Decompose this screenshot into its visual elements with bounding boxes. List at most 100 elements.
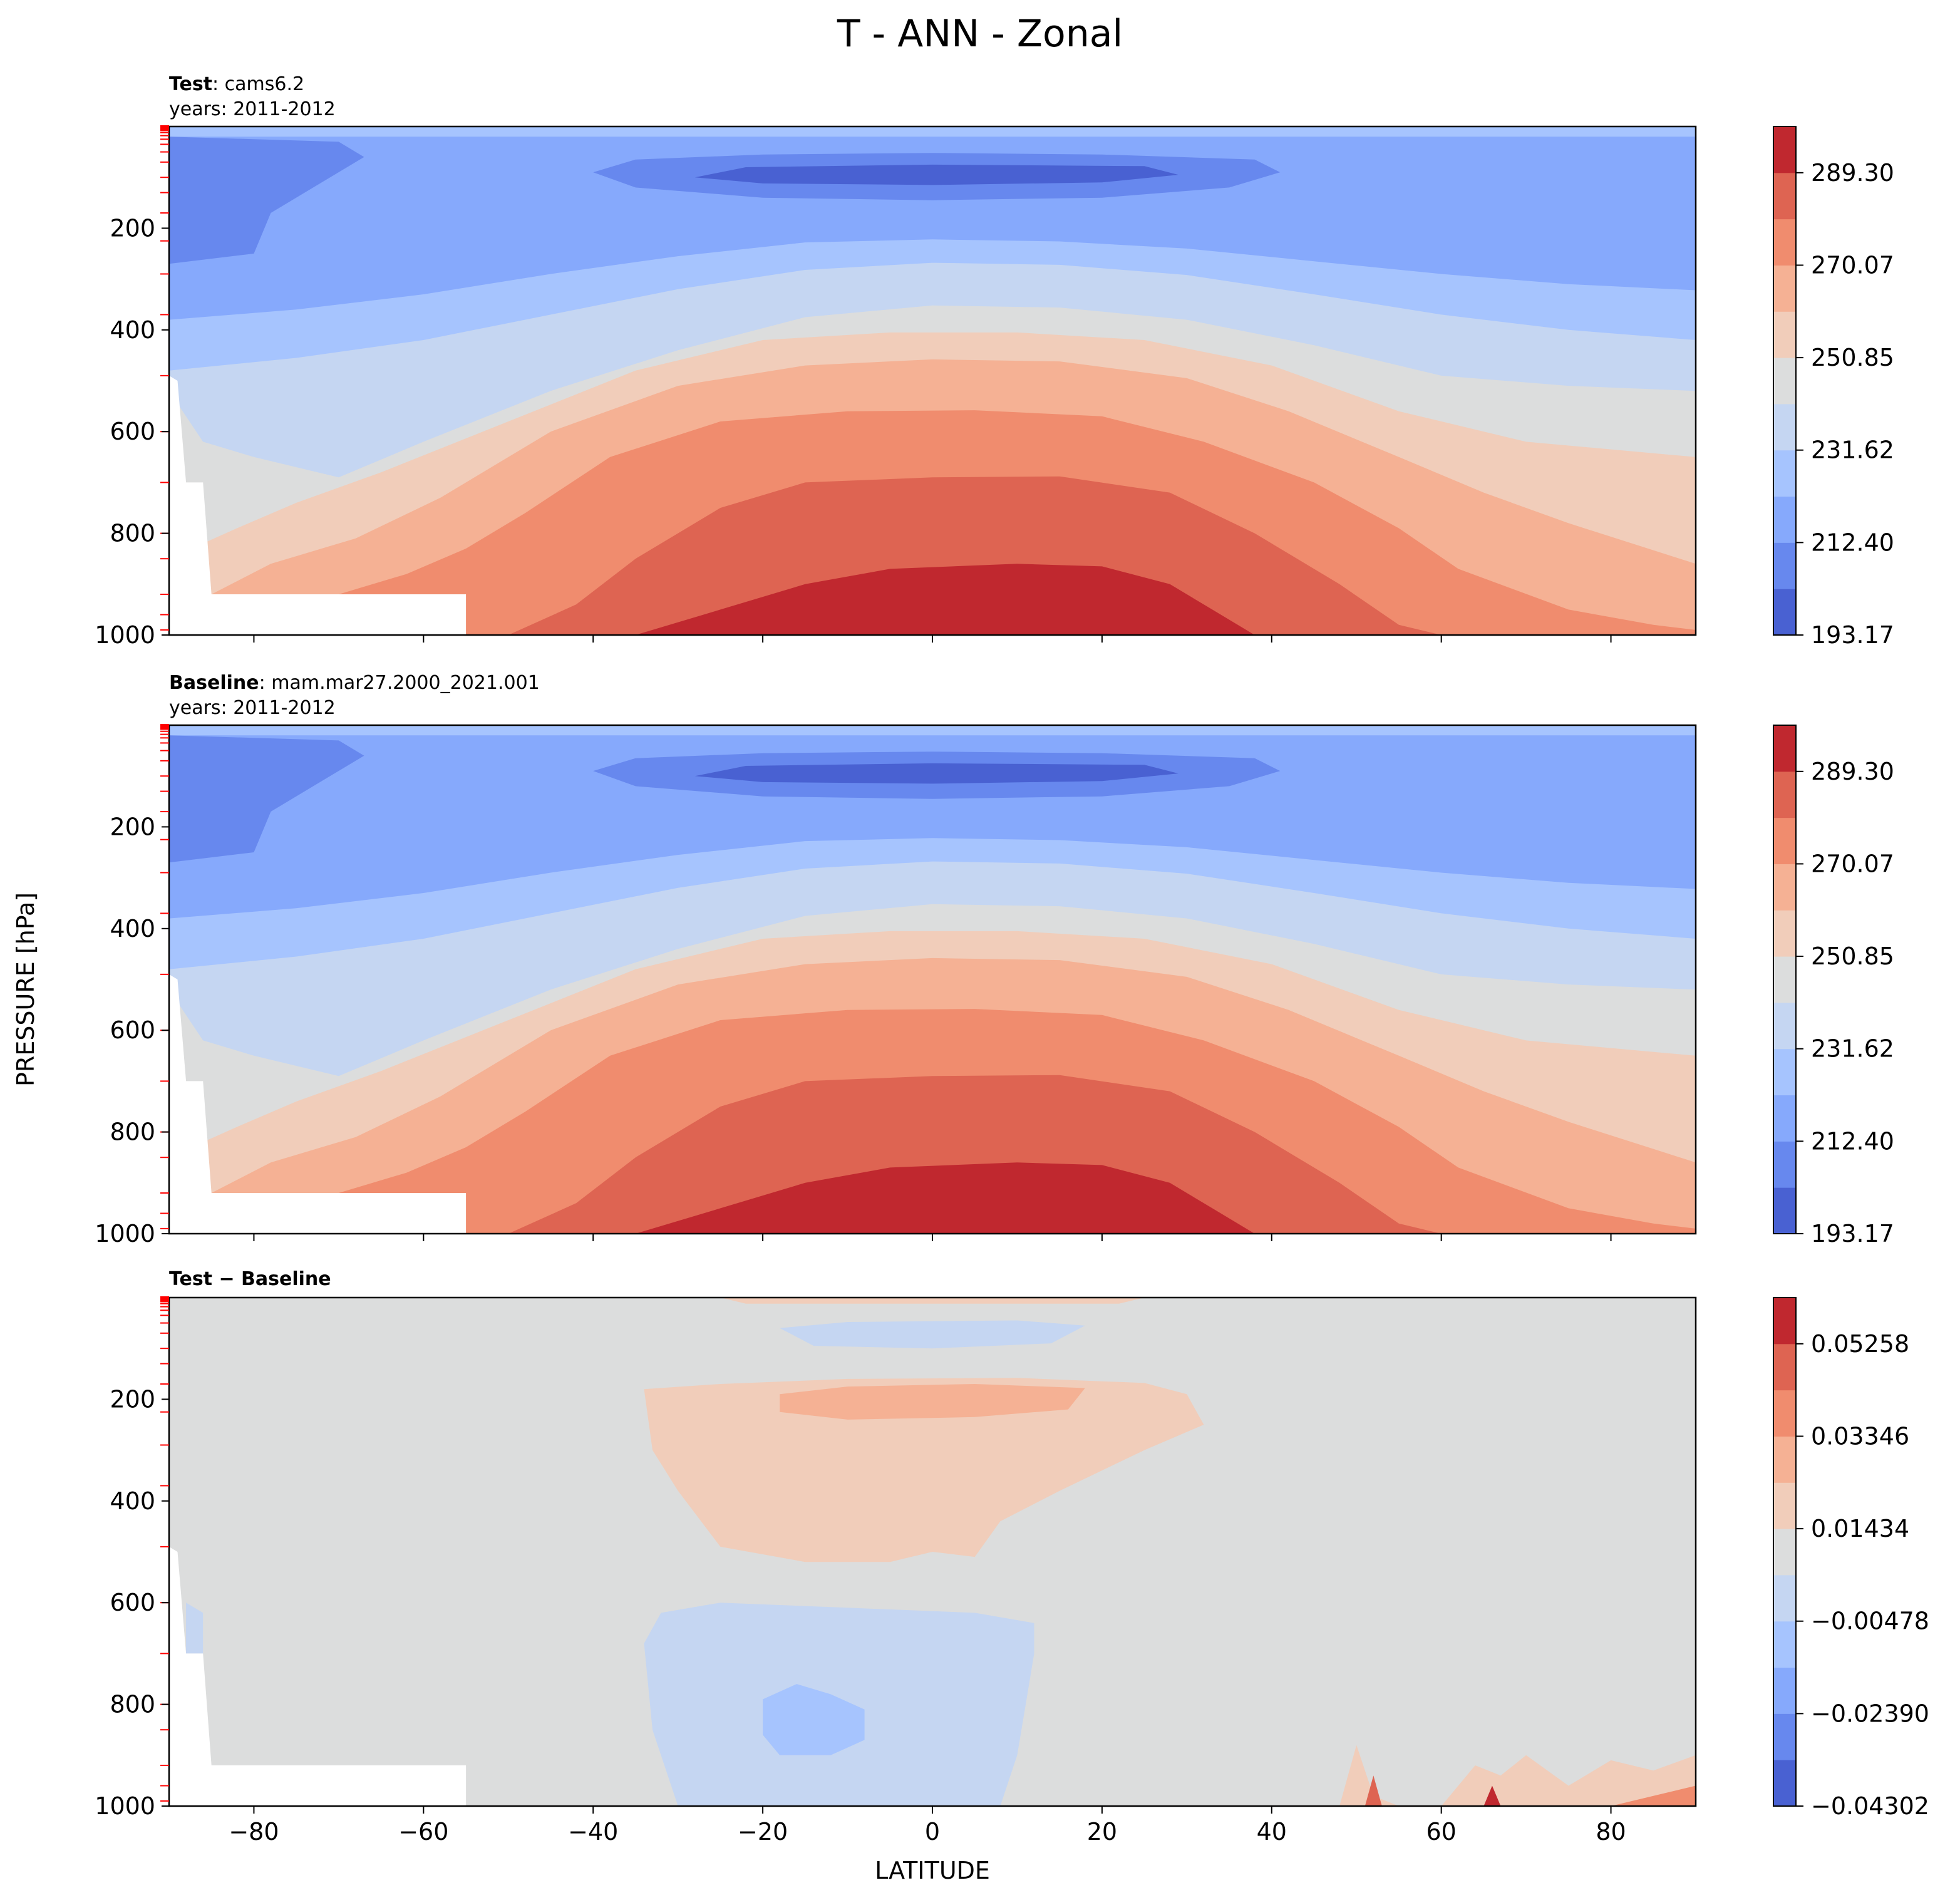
- contour-band-7: [508, 1075, 1442, 1234]
- colorbar-swatch: [1773, 1141, 1796, 1188]
- panel-3-plot: 200 400 600 800 1000 −80 −60 −40 −20 0 20 40 60 80: [95, 1296, 1697, 1846]
- colorbar-swatch: [1773, 1343, 1796, 1391]
- colorbar-tick-label: 250.85: [1811, 344, 1894, 371]
- colorbar-tick-label: 193.17: [1811, 621, 1894, 649]
- colorbar-swatch: [1773, 219, 1796, 266]
- model-level-top: [160, 724, 169, 729]
- missing-topography: [169, 375, 467, 635]
- colorbar-swatch: [1773, 725, 1796, 772]
- colorbar-frame: [1773, 1297, 1797, 1807]
- contour-band: [169, 725, 1696, 736]
- colorbar-swatch: [1773, 1667, 1796, 1714]
- panel-label-bold: Test − Baseline: [169, 1268, 331, 1290]
- colorbar-frame: [1773, 126, 1797, 636]
- colorbar-swatch: [1773, 1298, 1796, 1345]
- y-tick-label: 800: [110, 1118, 155, 1146]
- y-tick-label: 600: [110, 1589, 155, 1616]
- x-tick-label: 80: [1596, 1818, 1626, 1846]
- panel-label-bold: Baseline: [169, 672, 259, 694]
- panel-label-rest: : mam.mar27.2000_2021.001: [259, 672, 540, 694]
- panel-1-title: Test: cams6.2 years: 2011-2012: [169, 73, 336, 120]
- y-tick-label: 600: [110, 418, 155, 445]
- contour-neg-polar: [186, 1603, 204, 1654]
- contour-pos-main: [644, 1378, 1204, 1562]
- colorbar-swatch: [1773, 358, 1796, 405]
- missing-topography: [169, 974, 467, 1234]
- contour-noise-4: [1483, 1785, 1501, 1806]
- colorbar-tick-label: 270.07: [1811, 850, 1894, 877]
- y-tick-label: 600: [110, 1016, 155, 1044]
- colorbar-tick-label: 0.01434: [1811, 1515, 1909, 1542]
- colorbar-swatch: [1773, 1482, 1796, 1529]
- contour-fill: [169, 1298, 1696, 1806]
- colorbar-swatch: [1773, 1436, 1796, 1483]
- colorbar-swatch: [1773, 450, 1796, 497]
- colorbar-swatch: [1773, 1621, 1796, 1668]
- contour-noise-3: [1611, 1785, 1696, 1806]
- colorbar-tick-label: −0.02390: [1811, 1700, 1929, 1727]
- x-tick-label: 40: [1257, 1818, 1287, 1846]
- colorbar-swatch: [1773, 265, 1796, 312]
- colorbar-swatch: [1773, 589, 1796, 636]
- x-tick-label: −40: [568, 1818, 618, 1846]
- contour-band-8: [635, 564, 1255, 635]
- x-tick-label: −80: [229, 1818, 279, 1846]
- colorbar-swatch: [1773, 403, 1796, 451]
- contour-pos-stripe: [720, 1298, 1145, 1304]
- y-tick-label: 800: [110, 520, 155, 547]
- colorbar-swatch: [1773, 771, 1796, 818]
- colorbar-tick-label: 289.30: [1811, 758, 1894, 785]
- colorbar-swatch: [1773, 311, 1796, 358]
- panel-1-plot: 200 400 600 800 1000: [95, 125, 1697, 649]
- colorbar-tick-label: 231.62: [1811, 436, 1894, 464]
- model-level-top: [160, 1296, 169, 1301]
- contour-neg-upper: [780, 1320, 1085, 1349]
- contour-cold-core-inner: [694, 763, 1179, 784]
- colorbar-2: 289.30 270.07 250.85 231.62 212.40 193.17: [1773, 725, 1894, 1247]
- y-tick-label: 800: [110, 1691, 155, 1718]
- panel-label: Baseline: mam.mar27.2000_2021.001: [169, 672, 540, 694]
- y-tick-label: 400: [110, 316, 155, 344]
- panel-3-title: Test − Baseline: [169, 1268, 331, 1290]
- colorbar-tick-label: 0.03346: [1811, 1422, 1909, 1450]
- colorbar-swatch: [1773, 1187, 1796, 1234]
- colorbar-tick-label: −0.04302: [1811, 1792, 1929, 1820]
- colorbar-tick-label: 193.17: [1811, 1220, 1894, 1247]
- x-tick-label: 0: [925, 1818, 940, 1846]
- y-tick-label: 400: [110, 915, 155, 942]
- y-tick-label: 1000: [95, 1220, 155, 1247]
- contour-band-8: [635, 1162, 1255, 1234]
- y-tick-label: 400: [110, 1487, 155, 1515]
- colorbar-swatch: [1773, 1095, 1796, 1142]
- x-tick-label: 60: [1426, 1818, 1456, 1846]
- panel-years: years: 2011-2012: [169, 697, 336, 719]
- contour-noise-5: [1364, 1775, 1382, 1806]
- colorbar-swatch: [1773, 126, 1796, 173]
- contour-fill: [169, 126, 1696, 635]
- panel-2-title: Baseline: mam.mar27.2000_2021.001 years: …: [169, 672, 540, 719]
- panel-label-bold: Test: [169, 73, 212, 95]
- colorbar-tick-label: 231.62: [1811, 1035, 1894, 1063]
- colorbar-swatch: [1773, 1002, 1796, 1050]
- colorbar-3: 0.05258 0.03346 0.01434 −0.00478 −0.02390 −0.…: [1773, 1297, 1929, 1820]
- panel-label-rest: : cams6.2: [212, 73, 304, 95]
- colorbar-swatch: [1773, 864, 1796, 911]
- contour-cold-core-inner: [694, 164, 1179, 185]
- colorbar-tick-label: 212.40: [1811, 1127, 1894, 1155]
- colorbar-swatch: [1773, 1713, 1796, 1760]
- x-tick-label: −20: [738, 1818, 788, 1846]
- figure-title: T - ANN - Zonal: [837, 12, 1123, 56]
- x-axis-label: LATITUDE: [875, 1857, 990, 1884]
- y-tick-label: 1000: [95, 621, 155, 649]
- y-axis-label: PRESSURE [hPa]: [12, 892, 39, 1087]
- y-tick-label: 200: [110, 813, 155, 840]
- colorbar-swatch: [1773, 910, 1796, 957]
- colorbar-swatch: [1773, 956, 1796, 1003]
- model-level-top: [160, 125, 169, 130]
- contour-pos-core: [780, 1384, 1085, 1420]
- x-tick-label: 20: [1087, 1818, 1117, 1846]
- colorbar-tick-label: 250.85: [1811, 942, 1894, 970]
- colorbar-swatch: [1773, 817, 1796, 864]
- y-tick-label: 200: [110, 1385, 155, 1413]
